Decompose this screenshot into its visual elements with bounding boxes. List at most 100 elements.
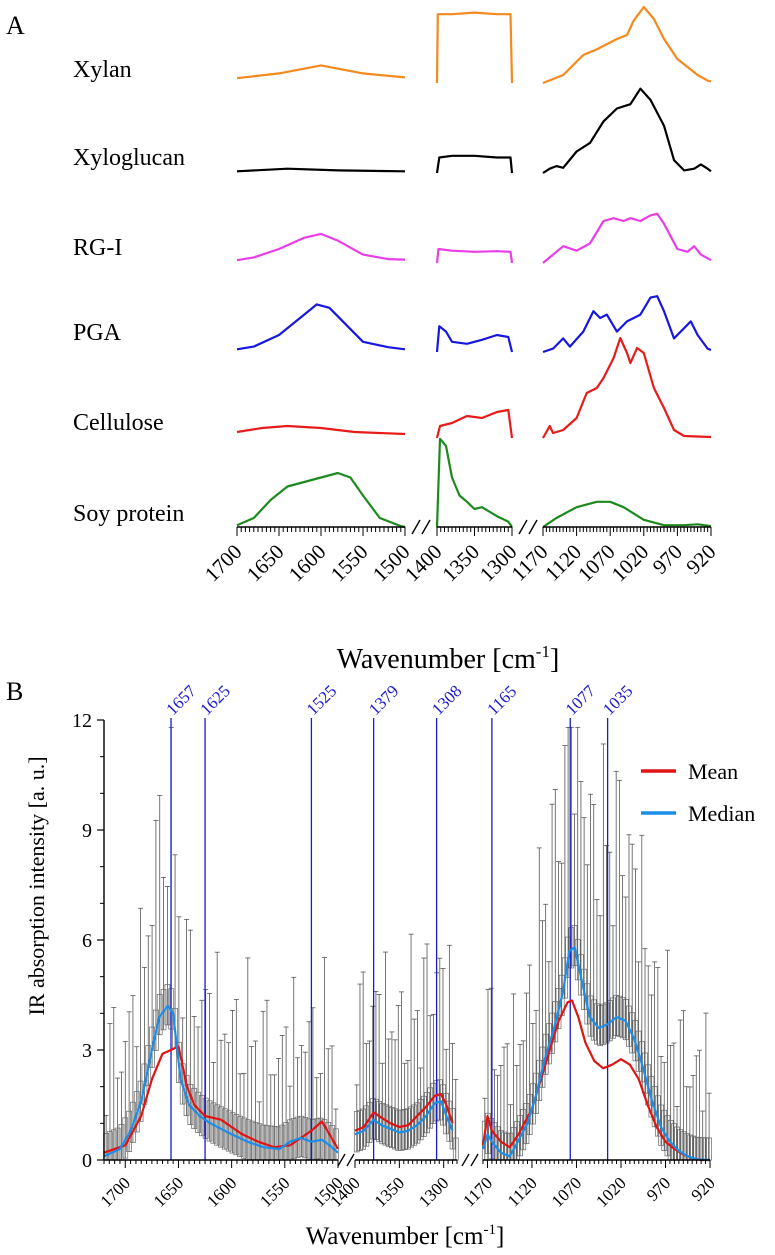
panel-a-tick-label: 970 bbox=[648, 540, 687, 579]
panel-b-box bbox=[562, 957, 568, 999]
panel-b-marker-label: 1035 bbox=[599, 681, 636, 718]
panel-b-trace-mean-2 bbox=[354, 1092, 454, 1132]
panel-b-box bbox=[629, 1012, 636, 1054]
panel-a-trace-xyloglucan-1 bbox=[236, 167, 406, 173]
panel-b-box bbox=[635, 1030, 642, 1072]
panel-b-x-axis-label: Wavenumber [cm-1] bbox=[306, 1222, 505, 1250]
panel-b-y-tick-label: 6 bbox=[82, 930, 92, 952]
panel-b-x-tick-label: 1550 bbox=[256, 1173, 293, 1210]
panel-b-box bbox=[638, 1041, 645, 1083]
panel-b-legend: Mean Median bbox=[641, 759, 755, 826]
panel-a-tick-label: 1020 bbox=[607, 540, 654, 587]
panel-a-trace-cellulose-1 bbox=[236, 424, 406, 436]
panel-a-series-name: Xyloglucan bbox=[73, 145, 185, 171]
panel-b-box bbox=[626, 1005, 632, 1047]
panel-b-legend-label: Mean bbox=[688, 759, 738, 784]
panel-b-box bbox=[654, 1095, 661, 1137]
panel-b-box bbox=[488, 1118, 495, 1160]
panel-a-chart: Xylan Xyloglucan RG-I PGA Cellulose Soy prote… bbox=[73, 5, 721, 675]
panel-b-trace-median-1 bbox=[103, 1004, 339, 1158]
panel-b-box bbox=[555, 988, 562, 1030]
panel-b-x-tick-label: 1650 bbox=[150, 1173, 187, 1210]
panel-b-marker-label: 1308 bbox=[428, 681, 465, 718]
panel-label-a: A bbox=[6, 11, 25, 40]
panel-a-x-axis-label: Wavenumber [cm-1] bbox=[337, 642, 560, 675]
panel-b-x-tick-label: 1070 bbox=[548, 1173, 585, 1210]
panel-b-marker-label: 1657 bbox=[162, 681, 200, 719]
panel-b-box bbox=[661, 1109, 668, 1151]
panel-a-x-axis: 1700165016001550150014001350130011701120… bbox=[200, 519, 721, 587]
panel-a-tick-label: 1400 bbox=[400, 540, 447, 587]
panel-a-trace-rg-i-2 bbox=[435, 247, 514, 264]
panel-b-x-tick-label: 1300 bbox=[415, 1173, 452, 1210]
panel-b-box bbox=[436, 1079, 443, 1121]
panel-b-y-tick-label: 9 bbox=[82, 820, 92, 842]
panel-a-tick-label: 920 bbox=[681, 540, 720, 579]
panel-b-box bbox=[313, 1118, 320, 1160]
panel-b-y-tick-label: 12 bbox=[72, 710, 92, 732]
panel-b-trace-mean-1 bbox=[103, 1045, 339, 1154]
panel-b-trace-median-3 bbox=[481, 946, 711, 1162]
panel-a-traces bbox=[236, 5, 712, 529]
panel-b-x-tick-label: 1700 bbox=[97, 1173, 134, 1210]
panel-a-tick-label: 1350 bbox=[437, 540, 484, 587]
panel-b-box bbox=[133, 1091, 140, 1133]
panel-a-trace-xylan-2 bbox=[435, 11, 514, 84]
panel-a-trace-xylan-1 bbox=[236, 64, 406, 80]
panel-a-series-name: Xylan bbox=[73, 57, 132, 83]
panel-b-box bbox=[578, 954, 584, 996]
panel-a-tick-label: 1600 bbox=[284, 540, 331, 587]
panel-a-series-name: Cellulose bbox=[73, 410, 164, 436]
panel-b-axis-break bbox=[337, 1153, 346, 1167]
panel-a-trace-cellulose-3 bbox=[542, 336, 712, 439]
panel-a-trace-xyloglucan-2 bbox=[435, 154, 514, 174]
panel-b-box bbox=[658, 1104, 664, 1146]
panel-a-axis-break bbox=[411, 519, 421, 535]
panel-b-trace-median-2 bbox=[354, 1100, 454, 1136]
panel-a-trace-pga-3 bbox=[542, 295, 712, 354]
panel-b-x-tick-label: 1350 bbox=[371, 1173, 408, 1210]
panel-label-b: B bbox=[6, 677, 23, 706]
panel-b-box bbox=[613, 994, 620, 1036]
panel-b-box bbox=[149, 1026, 155, 1068]
panel-b-box bbox=[122, 1117, 129, 1159]
panel-b-box bbox=[153, 1009, 159, 1051]
panel-a-series-name: RG-I bbox=[73, 235, 122, 261]
panel-b-axis-break bbox=[461, 1153, 470, 1167]
panel-a-trace-rg-i-1 bbox=[236, 232, 406, 262]
panel-b-x-tick-label: 970 bbox=[643, 1173, 674, 1204]
panel-b-x-tick-label: 1020 bbox=[592, 1173, 629, 1210]
panel-a-tick-label: 1550 bbox=[326, 540, 373, 587]
panel-b-box bbox=[664, 1115, 671, 1157]
panel-a-trace-soy-protein-3 bbox=[542, 500, 712, 528]
panel-b-marker-label: 1077 bbox=[562, 681, 600, 719]
panel-a-series-names: Xylan Xyloglucan RG-I PGA Cellulose Soy prote… bbox=[73, 57, 185, 527]
panel-b-y-tick-label: 3 bbox=[82, 1040, 92, 1062]
panel-b-x-tick-label: 1120 bbox=[504, 1173, 541, 1210]
panel-a-tick-label: 1650 bbox=[242, 540, 289, 587]
panel-b-box bbox=[571, 925, 578, 967]
panel-b-box bbox=[651, 1086, 658, 1128]
panel-b-box bbox=[587, 995, 594, 1037]
panel-b-x-tick-label: 920 bbox=[687, 1173, 718, 1204]
panel-b-x-tick-label: 1170 bbox=[459, 1173, 496, 1210]
panel-a-trace-soy-protein-2 bbox=[435, 437, 513, 528]
panel-b-box bbox=[581, 968, 587, 1010]
panel-b-box bbox=[526, 1093, 533, 1135]
panel-a-trace-pga-2 bbox=[435, 325, 514, 353]
panel-a-trace-xyloglucan-3 bbox=[542, 87, 712, 174]
panel-a-trace-rg-i-3 bbox=[542, 212, 712, 264]
panel-b-box bbox=[584, 983, 591, 1025]
panel-b-y-axis-label: IR absorption intensity [a. u.] bbox=[24, 756, 49, 1015]
panel-b-marker-label: 1625 bbox=[196, 681, 233, 718]
panel-b-box bbox=[574, 939, 581, 981]
panel-a-trace-xylan-3 bbox=[542, 5, 712, 85]
panel-a-tick-label: 1700 bbox=[200, 540, 247, 587]
panel-b-traces bbox=[103, 946, 711, 1162]
panel-a-axis-break bbox=[528, 519, 538, 535]
panel-b-box bbox=[632, 1020, 639, 1062]
panel-b-box bbox=[530, 1083, 536, 1125]
